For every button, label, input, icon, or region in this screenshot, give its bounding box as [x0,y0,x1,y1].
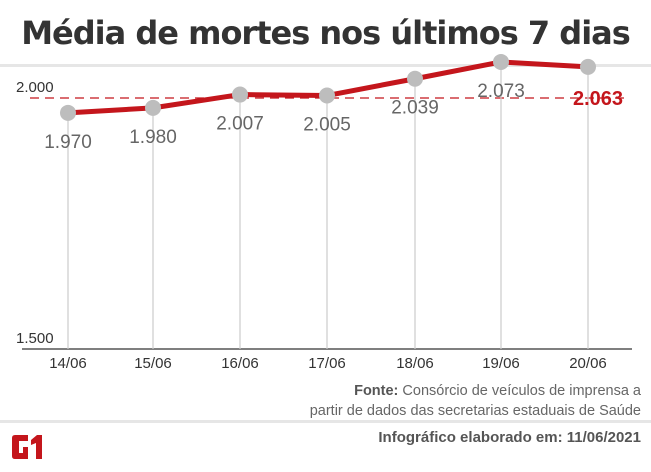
footer-divider [0,420,651,423]
x-tick-label: 20/06 [569,355,607,372]
chart-title: Média de mortes nos últimos 7 dias [21,14,631,52]
data-point [232,86,248,103]
data-point [407,70,423,87]
data-point [145,99,161,116]
source-label: Fonte: [354,383,399,399]
data-point [60,104,76,121]
data-label: 1.980 [129,127,177,148]
made-date: Infográfico elaborado em: 11/06/2021 [378,429,641,446]
data-point [580,58,596,75]
data-point [319,87,335,104]
data-label: 2.039 [391,98,439,119]
line-chart: 1.500 2.000 14/06 15/06 16/06 17/06 18/06 19/06… [16,53,632,372]
top-divider [0,64,651,67]
x-tick-label: 17/06 [308,355,346,372]
x-tick-label: 16/06 [221,355,259,372]
g1-logo [12,435,42,459]
source-text: Consórcio de veículos de imprensa a [398,383,641,399]
source-note: Fonte: Consórcio de veículos de imprensa… [310,381,641,421]
data-label: 2.005 [303,115,351,136]
y-tick-label: 1.500 [16,330,54,347]
x-tick-label: 18/06 [396,355,434,372]
x-tick-label: 14/06 [49,355,87,372]
data-point [493,53,509,70]
data-label: 2.073 [477,81,525,102]
y-tick-label: 2.000 [16,79,54,96]
data-label: 2.007 [216,114,264,135]
x-tick-label: 15/06 [134,355,172,372]
data-label: 2.063 [573,88,623,110]
x-tick-label: 19/06 [482,355,520,372]
data-label: 1.970 [44,132,92,153]
source-text-2: partir de dados das secretarias estaduai… [309,403,641,419]
